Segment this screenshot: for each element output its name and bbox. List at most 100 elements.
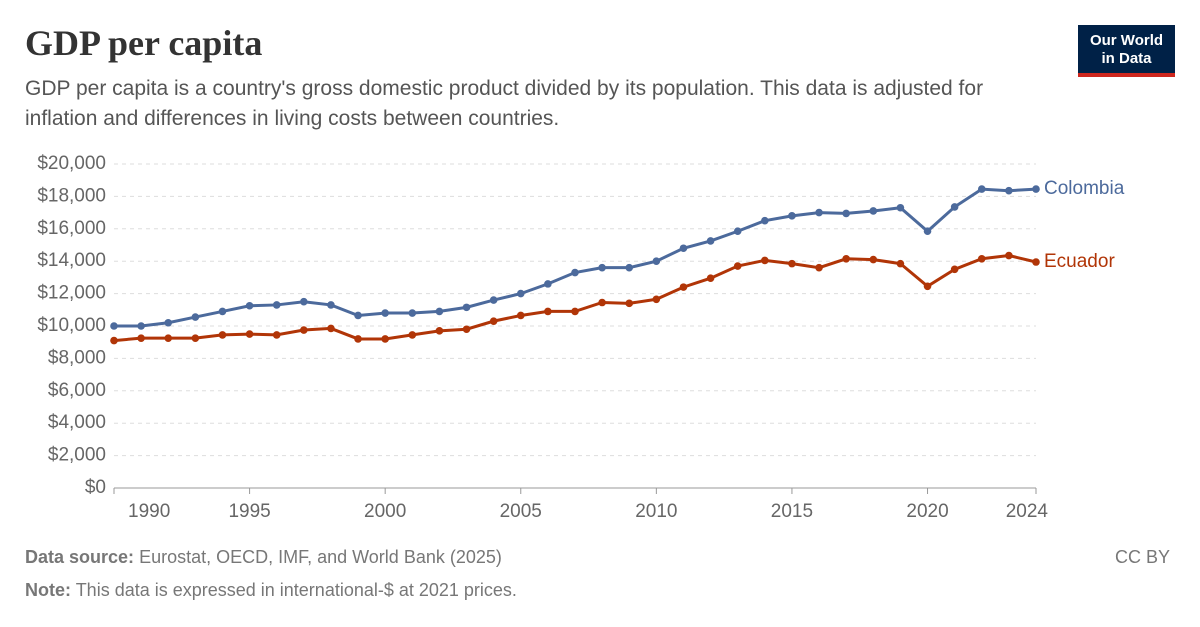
logo-text: in Data bbox=[1101, 50, 1152, 67]
x-tick-label: 1995 bbox=[228, 501, 270, 522]
data-point bbox=[706, 237, 715, 245]
data-point bbox=[923, 282, 932, 291]
data-point bbox=[164, 334, 173, 342]
data-point bbox=[327, 324, 335, 333]
chart: $0 $2,000 $4,000 $6,000 $8,000 $10,000 $12,000… bbox=[37, 153, 1125, 522]
data-point bbox=[625, 263, 634, 272]
data-point bbox=[706, 274, 715, 283]
data-point bbox=[218, 307, 227, 316]
data-point bbox=[815, 208, 823, 217]
data-point bbox=[245, 301, 254, 310]
data-point bbox=[571, 268, 579, 277]
data-point bbox=[923, 227, 932, 236]
logo-text: Our World bbox=[1089, 32, 1164, 49]
data-point bbox=[1032, 185, 1040, 193]
data-point bbox=[842, 209, 850, 218]
data-point bbox=[300, 297, 308, 306]
license[interactable]: CC BY bbox=[1114, 547, 1170, 567]
data-point bbox=[489, 317, 498, 325]
y-tick-label: $18,000 bbox=[37, 185, 106, 206]
data-point bbox=[218, 331, 227, 339]
data-point bbox=[598, 298, 606, 307]
data-point bbox=[137, 334, 145, 342]
x-tick-label: 2015 bbox=[771, 501, 813, 522]
data-point bbox=[896, 259, 905, 268]
data-point bbox=[761, 256, 769, 265]
source-text: Eurostat, OECD, IMF, and World Bank (202… bbox=[139, 547, 502, 567]
data-point bbox=[950, 203, 959, 211]
data-point bbox=[788, 259, 796, 268]
data-point bbox=[516, 311, 525, 320]
data-point bbox=[300, 326, 308, 334]
x-tick-label: 2010 bbox=[635, 501, 677, 522]
y-tick-label: $8,000 bbox=[48, 347, 106, 368]
data-point bbox=[733, 227, 742, 236]
data-point bbox=[1005, 251, 1013, 260]
series-label: Colombia bbox=[1044, 178, 1125, 199]
data-point bbox=[598, 263, 606, 272]
data-point bbox=[245, 330, 254, 338]
data-point bbox=[544, 280, 552, 288]
data-point bbox=[191, 313, 200, 321]
data-point bbox=[191, 334, 200, 342]
data-point bbox=[435, 307, 444, 316]
source-label: Data source: bbox=[25, 547, 135, 567]
data-point bbox=[977, 185, 986, 193]
data-point bbox=[381, 309, 389, 317]
data-point bbox=[137, 322, 145, 330]
chart-subtitle: GDP per capita is a country's gross dome… bbox=[25, 77, 984, 130]
data-point bbox=[679, 283, 688, 291]
series-line bbox=[113, 254, 1037, 343]
y-tick-label: $4,000 bbox=[48, 412, 106, 433]
data-point bbox=[462, 325, 471, 334]
data-point bbox=[977, 254, 986, 263]
y-tick-label: $16,000 bbox=[37, 218, 106, 239]
source: Data source: Eurostat, OECD, IMF, and Wo… bbox=[25, 547, 502, 568]
data-point bbox=[733, 262, 742, 270]
data-point bbox=[489, 296, 498, 304]
note-text: This data is expressed in international-… bbox=[75, 580, 517, 600]
data-point bbox=[869, 207, 878, 215]
data-point bbox=[272, 331, 281, 339]
y-tick-label: $20,000 bbox=[37, 153, 106, 174]
data-point bbox=[381, 335, 389, 343]
data-point bbox=[788, 212, 796, 220]
y-tick-label: $2,000 bbox=[48, 445, 106, 466]
note: Note: This data is expressed in internat… bbox=[25, 580, 517, 601]
data-point bbox=[354, 335, 362, 343]
data-point bbox=[110, 322, 118, 330]
data-point bbox=[625, 299, 634, 308]
x-tick-label: 2020 bbox=[906, 501, 948, 522]
y-tick-label: $14,000 bbox=[37, 250, 106, 271]
data-point bbox=[544, 307, 552, 316]
data-point bbox=[408, 309, 417, 317]
data-point bbox=[842, 254, 850, 263]
data-point bbox=[327, 301, 335, 309]
logo[interactable]: Our World in Data bbox=[1078, 25, 1175, 77]
data-point bbox=[435, 327, 444, 335]
data-point bbox=[408, 331, 417, 339]
x-tick-label: 2000 bbox=[364, 501, 406, 522]
data-point bbox=[571, 307, 579, 316]
data-point bbox=[272, 301, 281, 309]
data-point bbox=[516, 289, 525, 298]
data-point bbox=[652, 257, 661, 266]
data-point bbox=[110, 336, 118, 345]
data-point bbox=[1005, 186, 1013, 195]
data-point bbox=[652, 295, 661, 304]
data-point bbox=[679, 244, 688, 253]
chart-title: GDP per capita bbox=[25, 23, 263, 63]
x-tick-label: 2024 bbox=[1006, 501, 1049, 522]
data-point bbox=[896, 203, 905, 212]
y-tick-label: $10,000 bbox=[37, 315, 106, 336]
data-point bbox=[164, 318, 173, 327]
data-point bbox=[354, 311, 362, 320]
data-point bbox=[869, 255, 878, 264]
x-tick-label: 2005 bbox=[500, 501, 542, 522]
data-point bbox=[815, 263, 823, 272]
y-tick-label: $6,000 bbox=[48, 380, 106, 401]
data-point bbox=[761, 216, 769, 225]
y-tick-label: $0 bbox=[85, 477, 106, 498]
data-point bbox=[462, 303, 471, 312]
